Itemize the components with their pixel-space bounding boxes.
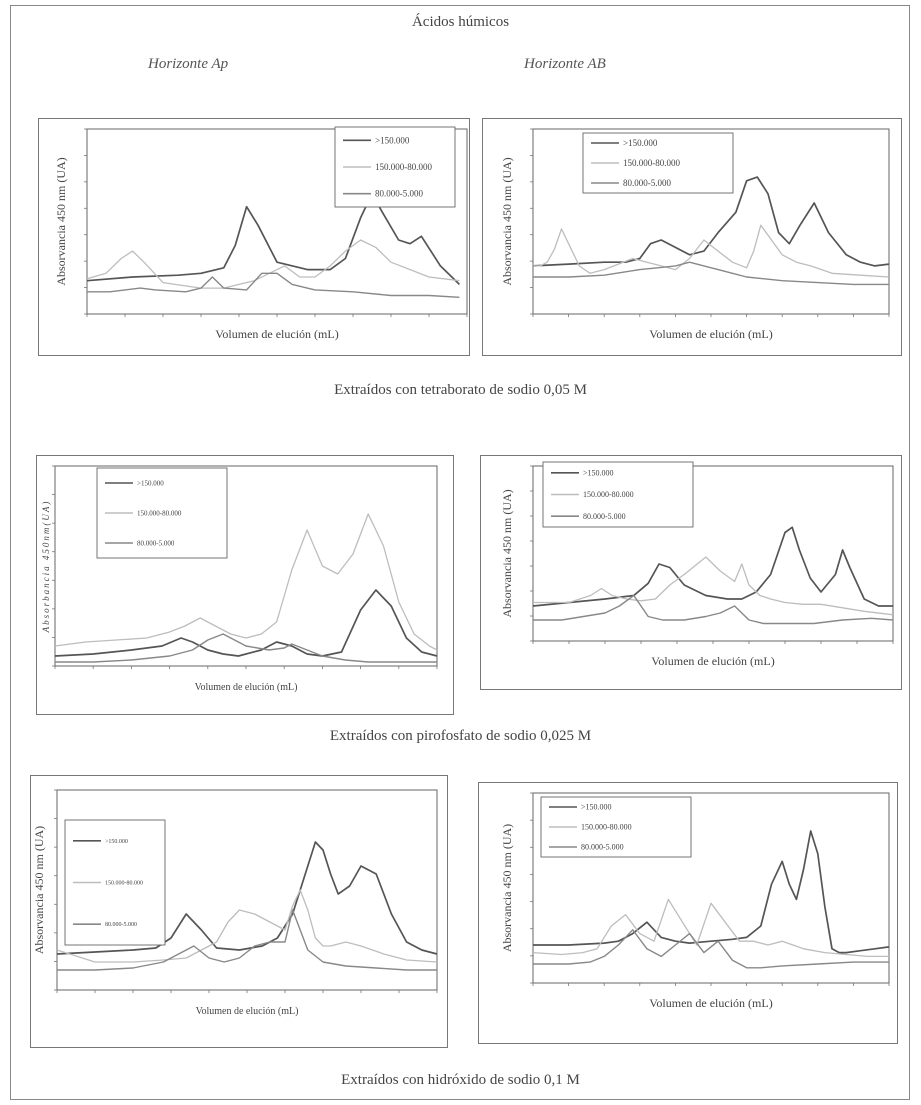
y-axis-label: Absorvancia 450 nm (UA)	[54, 157, 68, 285]
series-line-3	[57, 909, 437, 971]
legend-label-1: >150.000	[581, 803, 612, 812]
chart-ab-tetraborato: Volumen de elución (mL) Absorvancia 450 n…	[500, 128, 890, 341]
series-line-2	[533, 224, 890, 278]
series-line-3	[55, 633, 437, 663]
series-line-1	[54, 589, 438, 657]
legend-label-2: 150.000-80.000	[623, 158, 680, 168]
x-axis-label: Volumen de elución (mL)	[649, 327, 772, 341]
series-line-2	[532, 898, 889, 958]
chart-panel-ab-hidroxido: Volumen de elución (mL) Absorvancia 450 n…	[478, 782, 898, 1044]
series-line-1	[532, 526, 893, 607]
legend-label-2: 150.000-80.000	[375, 162, 432, 172]
caption-hidroxido: Extraídos con hidróxido de sodio 0,1 M	[341, 1072, 580, 1088]
legend-label-1: >150.000	[623, 138, 658, 148]
series-line-3	[533, 594, 894, 625]
legend-label-1: >150.000	[583, 469, 614, 478]
y-axis-label: Absorvancia 450 nm (UA)	[32, 826, 46, 954]
series-line-1	[86, 192, 460, 286]
series-line-3	[533, 929, 889, 969]
x-axis-label: Volumen de elución (mL)	[651, 654, 774, 668]
chart-ap-pirofosfato: Volumen de elución (mL) Absorbancia 450nm…	[41, 465, 438, 693]
series-line-3	[533, 261, 889, 286]
x-axis-label: Volumen de elución (mL)	[196, 1006, 299, 1017]
chart-panel-ap-pirofosfato: Volumen de elución (mL) Absorbancia 450nm…	[36, 455, 454, 715]
series-line-2	[54, 513, 438, 651]
chart-ab-hidroxido: Volumen de elución (mL) Absorvancia 450 n…	[500, 792, 890, 1010]
legend-label-3: 80.000-5.000	[581, 843, 624, 852]
chart-panel-ab-tetraborato: Volumen de elución (mL) Absorvancia 450 n…	[482, 118, 902, 356]
chart-panel-ap-tetraborato: Volumen de elución (mL) Absorvancia 450 n…	[38, 118, 470, 356]
chart-ab-pirofosfato: Volumen de elución (mL) Absorvancia 450 n…	[500, 461, 894, 668]
y-axis-label: Absorvancia 450 nm (UA)	[500, 489, 514, 617]
series-line-3	[87, 272, 460, 298]
caption-tetraborato: Extraídos con tetraborato de sodio 0,05 …	[334, 382, 587, 398]
legend-label-1: >150.000	[375, 135, 410, 145]
x-axis-label: Volumen de elución (mL)	[649, 996, 772, 1010]
figure-frame	[10, 5, 910, 1100]
y-axis-label: Absorvancia 450 nm (UA)	[500, 824, 514, 952]
series-line-2	[86, 239, 460, 289]
chart-ap-hidroxido: Volumen de elución (mL) Absorvancia 450 n…	[32, 789, 438, 1017]
legend-label-2: 150.000-80.000	[105, 881, 143, 887]
legend-label-3: 80.000-5.000	[623, 178, 671, 188]
x-axis-label: Volumen de elución (mL)	[215, 327, 338, 341]
chart-panel-ap-hidroxido: Volumen de elución (mL) Absorvancia 450 n…	[30, 775, 448, 1048]
legend-label-2: 150.000-80.000	[137, 509, 182, 517]
caption-pirofosfato: Extraídos con pirofosfato de sodio 0,025…	[329, 728, 592, 744]
legend-label-1: >150.000	[105, 839, 128, 845]
legend-label-3: 80.000-5.000	[137, 539, 175, 547]
chart-ap-tetraborato: Volumen de elución (mL) Absorvancia 450 n…	[54, 126, 468, 341]
y-axis-label: Absorvancia 450 nm (UA)	[500, 157, 514, 285]
chart-panel-ab-pirofosfato: Volumen de elución (mL) Absorvancia 450 n…	[480, 455, 902, 690]
column-label-ap: Horizonte Ap	[148, 56, 229, 72]
legend-label-3: 80.000-5.000	[375, 189, 423, 199]
legend-label-2: 150.000-80.000	[583, 490, 634, 499]
legend-label-3: 80.000-5.000	[583, 512, 626, 521]
legend-label-1: >150.000	[137, 479, 164, 487]
series-line-2	[56, 889, 438, 963]
legend-label-3: 80.000-5.000	[105, 922, 137, 928]
y-axis-label: Absorbancia 450nm(UA)	[41, 500, 51, 634]
figure-title: Ácidos húmicos	[411, 14, 510, 30]
column-label-ab: Horizonte AB	[524, 56, 606, 72]
x-axis-label: Volumen de elución (mL)	[195, 682, 298, 693]
legend-label-2: 150.000-80.000	[581, 823, 632, 832]
series-line-2	[533, 556, 894, 616]
